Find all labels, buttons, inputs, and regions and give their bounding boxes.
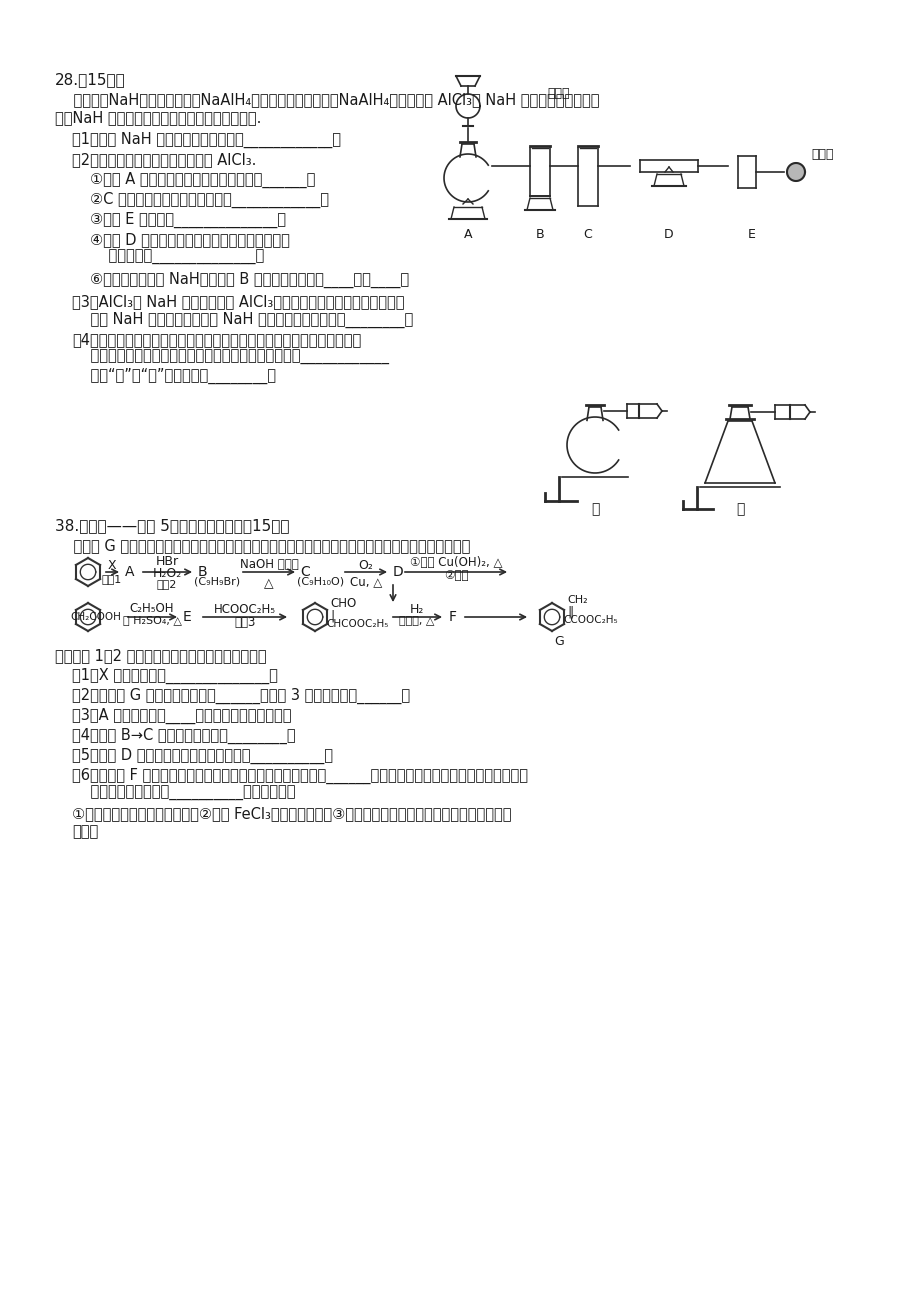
Text: 38.｛化学——选修 5：有机化学基础｝（15分）: 38.｛化学——选修 5：有机化学基础｝（15分） [55, 518, 289, 533]
Text: E: E [747, 228, 755, 241]
Text: C: C [300, 565, 310, 579]
Text: CH₂: CH₂ [566, 595, 587, 605]
Text: （1）写出 NaH 与水反应的化学方程式____________．: （1）写出 NaH 与水反应的化学方程式____________． [72, 132, 341, 148]
Text: HCOOC₂H₅: HCOOC₂H₅ [214, 603, 276, 616]
Text: (C₉H₁₀O): (C₉H₁₀O) [297, 577, 344, 587]
Text: H₂: H₂ [409, 603, 424, 616]
Text: （3）A 分子中最多有____个碳原子在一条直线上．: （3）A 分子中最多有____个碳原子在一条直线上． [72, 708, 291, 724]
Text: （2）实验室利用右图装置制取无水 AlCl₃.: （2）实验室利用右图装置制取无水 AlCl₃. [72, 152, 256, 167]
Text: 具体操作是______________．: 具体操作是______________． [90, 250, 264, 266]
Text: H₂O₂: H₂O₂ [153, 566, 181, 579]
Text: CCOOC₂H₅: CCOOC₂H₅ [562, 615, 617, 625]
Text: 氢化鑙（NaH）和铝氢化鑙（NaAlH₄）都是重要的还原剂，NaAlH₄可以由无水 AlCl₃和 NaH 在特定条件下反应制: 氢化鑙（NaH）和铝氢化鑙（NaAlH₄）都是重要的还原剂，NaAlH₄可以由无… [55, 92, 599, 107]
Text: CHCOOC₂H₅: CHCOOC₂H₅ [325, 618, 388, 629]
Text: C₂H₅OH: C₂H₅OH [130, 602, 174, 615]
Text: 与反应），从可行性、准确性考虑，最好选用的装置是____________: 与反应），从可行性、准确性考虑，最好选用的装置是____________ [72, 350, 389, 365]
Text: 反应3: 反应3 [234, 616, 255, 629]
Text: HBr: HBr [155, 555, 178, 568]
Text: (C₉H₉Br): (C₉H₉Br) [194, 577, 240, 587]
Text: ‖: ‖ [566, 605, 573, 618]
Text: 已知反应 1、2 都属于加成反应，试回答下列问题：: 已知反应 1、2 都属于加成反应，试回答下列问题： [55, 648, 267, 663]
Text: A: A [463, 228, 471, 241]
Text: ①新制 Cu(OH)₂, △: ①新制 Cu(OH)₂, △ [409, 556, 502, 569]
Text: CH₂COOH: CH₂COOH [70, 612, 120, 622]
Text: C: C [583, 228, 592, 241]
Text: NaOH 水溶液: NaOH 水溶液 [239, 559, 298, 572]
Text: 反应1: 反应1 [102, 574, 122, 585]
Text: 乙: 乙 [735, 503, 743, 516]
Text: X: X [108, 559, 116, 572]
Text: （3）AlCl₃与 NaH 反应时，需将 AlCl₃溶于有机溶剂，再将得到的溶液滴: （3）AlCl₃与 NaH 反应时，需将 AlCl₃溶于有机溶剂，再将得到的溶液… [72, 294, 404, 309]
Text: |: | [330, 609, 334, 622]
Text: △: △ [264, 577, 274, 590]
Text: ⑥如果用此装置制 NaH，最好将 B 试管中原来盛装的____改为____．: ⑥如果用此装置制 NaH，最好将 B 试管中原来盛装的____改为____． [90, 272, 409, 288]
Text: E: E [183, 611, 191, 624]
Text: ④点燃 D 处酒精灯之前需排除装置中的空气，其: ④点燃 D 处酒精灯之前需排除装置中的空气，其 [90, 232, 289, 247]
Text: （1）X 的结构简式为______________．: （1）X 的结构简式为______________． [72, 668, 278, 685]
Text: （6）化合物 F 有多种同分异构体，同时满足下列条件的结构有______种，并写出核磁共振氢谱只有五组峰的同: （6）化合物 F 有多种同分异构体，同时满足下列条件的结构有______种，并写… [72, 768, 528, 784]
Text: A: A [125, 565, 134, 579]
Text: ②C 中试管里所盛装的试剂名称为____________．: ②C 中试管里所盛装的试剂名称为____________． [90, 191, 329, 208]
Text: 异化剂, △: 异化剂, △ [399, 616, 434, 626]
Polygon shape [786, 163, 804, 181]
Text: B: B [535, 228, 544, 241]
Text: O₂: O₂ [358, 559, 373, 572]
Text: （2）化合物 G 中的官能团名称为______；反应 3 的反应类型为______．: （2）化合物 G 中的官能团名称为______；反应 3 的反应类型为_____… [72, 687, 410, 704]
Text: ①写出 A 中烧瓶内发生反应的化学方程式______．: ①写出 A 中烧瓶内发生反应的化学方程式______． [90, 172, 315, 189]
Text: 分异构体的结构简式__________（写一种）．: 分异构体的结构简式__________（写一种）． [72, 786, 295, 801]
Text: 浓盐酸: 浓盐酸 [547, 87, 569, 100]
Text: D: D [664, 228, 673, 241]
Text: （填“甲”或“乙”），理由是________．: （填“甲”或“乙”），理由是________． [72, 368, 276, 384]
Text: ①能发生水解反应和銀镜反应；②能与 FeCl₃发生显色反应；③苯环上有四个取代基，且苯环上一卤代物只: ①能发生水解反应和銀镜反应；②能与 FeCl₃发生显色反应；③苯环上有四个取代基… [72, 806, 511, 822]
Text: B: B [198, 565, 208, 579]
Text: 浓 H₂SO₄, △: 浓 H₂SO₄, △ [122, 615, 181, 625]
Text: 甲: 甲 [590, 503, 598, 516]
Text: 28.（15分）: 28.（15分） [55, 72, 126, 87]
Text: CHO: CHO [330, 598, 356, 611]
Text: （4）写出 B→C 反应的化学方程式________．: （4）写出 B→C 反应的化学方程式________． [72, 728, 295, 745]
Text: Cu, △: Cu, △ [349, 575, 381, 589]
Text: ③装置 E 的作用是______________．: ③装置 E 的作用是______________． [90, 212, 286, 228]
Text: 碱石灰: 碱石灰 [811, 148, 833, 161]
Text: F: F [448, 611, 457, 624]
Text: 得，NaH 和铝氢化鑙遇水发生劇烈反应生成氢气.: 得，NaH 和铝氢化鑙遇水发生劇烈反应生成氢气. [55, 109, 261, 125]
Text: 反应2: 反应2 [156, 579, 177, 589]
Text: 有机物 G 属于抗胆碱药物，主要用于胃及十二指肠溃痡、胃肠道、肾、胆绞痛等．其合成路线如下：: 有机物 G 属于抗胆碱药物，主要用于胃及十二指肠溃痡、胃肠道、肾、胆绞痛等．其合… [55, 538, 470, 553]
Text: 加到 NaH 粉末上，此反应中 NaH 的转化率较低的原因是________．: 加到 NaH 粉末上，此反应中 NaH 的转化率较低的原因是________． [72, 312, 413, 328]
Text: 有一种: 有一种 [72, 824, 98, 838]
Text: G: G [553, 635, 563, 648]
Text: （4）现设计如右图所示两种装置测定铝氢化鑙样品的纯度（假设杂质不参: （4）现设计如右图所示两种装置测定铝氢化鑙样品的纯度（假设杂质不参 [72, 332, 361, 348]
Text: D: D [392, 565, 403, 579]
Text: （5）写出 D 与銀氨溶液反应的离子方程式__________．: （5）写出 D 与銀氨溶液反应的离子方程式__________． [72, 749, 333, 764]
Text: ②酸化: ②酸化 [443, 569, 468, 582]
